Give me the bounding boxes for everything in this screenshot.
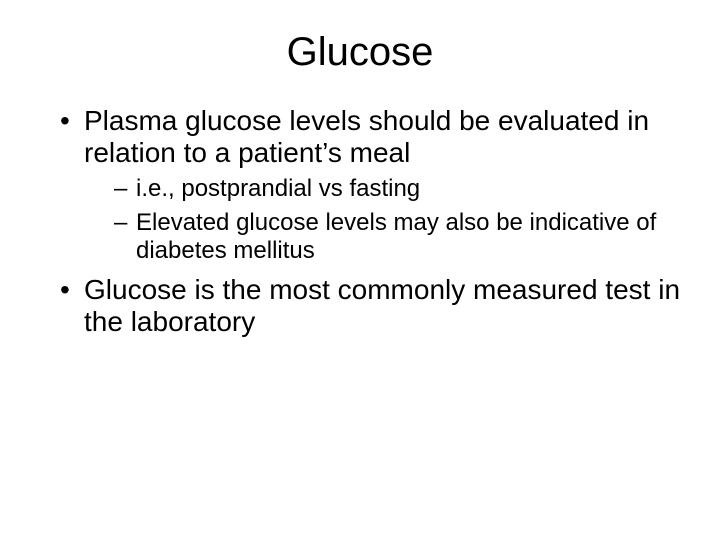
bullet-item: Plasma glucose levels should be evaluate… xyxy=(60,105,680,264)
sub-bullet-list: i.e., postprandial vs fasting Elevated g… xyxy=(84,175,680,264)
slide-title: Glucose xyxy=(40,30,680,75)
sub-bullet-item: i.e., postprandial vs fasting xyxy=(114,175,680,203)
bullet-item: Glucose is the most commonly measured te… xyxy=(60,274,680,338)
bullet-list: Plasma glucose levels should be evaluate… xyxy=(40,105,680,339)
sub-bullet-text: Elevated glucose levels may also be indi… xyxy=(136,209,656,264)
sub-bullet-item: Elevated glucose levels may also be indi… xyxy=(114,209,680,264)
bullet-text: Plasma glucose levels should be evaluate… xyxy=(84,105,649,168)
sub-bullet-text: i.e., postprandial vs fasting xyxy=(136,175,420,202)
bullet-text: Glucose is the most commonly measured te… xyxy=(84,274,680,337)
slide: Glucose Plasma glucose levels should be … xyxy=(0,0,720,540)
